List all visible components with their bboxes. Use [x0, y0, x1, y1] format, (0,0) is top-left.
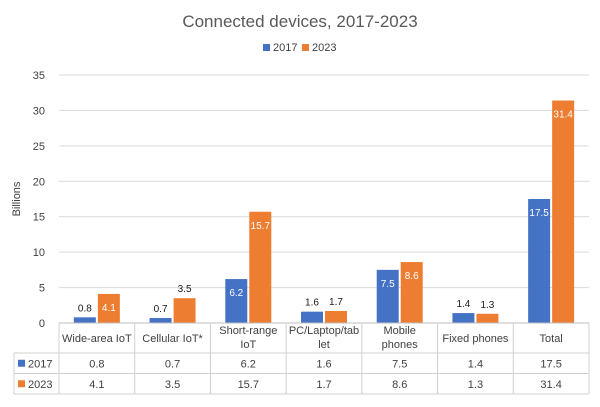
data-label-2023-4: 8.6 — [405, 271, 419, 282]
bar-2017-2 — [225, 279, 248, 323]
y-tick-label: 30 — [33, 105, 45, 117]
data-label-2017-2: 6.2 — [229, 288, 243, 299]
bar-2023-4 — [400, 262, 423, 323]
table-cell: 4.1 — [89, 379, 104, 391]
data-label-2023-0: 4.1 — [102, 303, 116, 314]
data-label-2017-0: 0.8 — [78, 303, 92, 314]
bar-2023-0 — [97, 293, 120, 323]
y-tick-label: 25 — [33, 141, 45, 153]
bar-2017-0 — [73, 317, 96, 323]
data-label-2023-6: 31.4 — [553, 110, 573, 121]
legend-label-2023: 2023 — [312, 42, 336, 54]
data-label-2023-2: 15.7 — [251, 221, 271, 232]
data-label-2023-3: 1.7 — [329, 297, 343, 308]
bar-2017-6 — [528, 199, 551, 323]
y-tick-label: 10 — [33, 247, 45, 259]
table-series-label-2017: 2017 — [28, 358, 52, 370]
category-label-5: Fixed phones — [442, 333, 509, 345]
category-label-2: IoT — [240, 339, 256, 351]
data-label-2023-5: 1.3 — [480, 300, 494, 311]
category-label-3: PC/Laptop/tab — [289, 325, 359, 337]
y-axis-label: Billions — [11, 181, 23, 216]
bar-2023-3 — [325, 310, 347, 323]
legend: 2017 2023 — [263, 42, 336, 54]
data-label-2023-1: 3.5 — [178, 284, 192, 295]
table-cell: 1.6 — [316, 358, 331, 370]
table-cell: 17.5 — [540, 358, 561, 370]
table-legend-key-2017 — [18, 359, 25, 367]
bar-2017-3 — [301, 311, 323, 323]
table-legend-key-2023 — [18, 380, 25, 388]
table-cell: 3.5 — [165, 379, 180, 391]
data-label-2017-4: 7.5 — [381, 279, 395, 290]
table-cell: 1.7 — [316, 379, 331, 391]
chart-title: Connected devices, 2017-2023 — [182, 12, 417, 31]
bar-2023-5 — [476, 313, 499, 323]
data-label-2017-1: 0.7 — [154, 304, 168, 315]
bar-2017-4 — [376, 269, 399, 323]
table-cell: 31.4 — [540, 379, 561, 391]
gridlines — [59, 74, 589, 324]
table-cell: 0.7 — [165, 358, 180, 370]
y-tick-label: 5 — [39, 283, 45, 295]
y-axis-ticks: 0 5 10 15 20 25 30 35 — [33, 70, 45, 330]
bar-2023-6 — [552, 100, 575, 323]
bar-2017-5 — [452, 313, 475, 323]
legend-swatch-2023 — [302, 44, 309, 51]
bar-2023-2 — [249, 211, 272, 323]
table-series-label-2023: 2023 — [28, 379, 52, 391]
legend-label-2017: 2017 — [273, 42, 297, 54]
category-label-4: Mobile — [384, 325, 416, 337]
bar-2017-1 — [149, 318, 172, 323]
table-cell: 7.5 — [392, 358, 407, 370]
y-tick-label: 20 — [33, 176, 45, 188]
data-label-2017-6: 17.5 — [529, 208, 549, 219]
data-label-2017-5: 1.4 — [456, 299, 470, 310]
bar-2023-1 — [173, 298, 196, 323]
y-tick-label: 0 — [39, 318, 45, 330]
y-tick-label: 15 — [33, 212, 45, 224]
category-label-0: Wide-area IoT — [62, 333, 132, 345]
data-table: Wide-area IoT Cellular IoT* Short-range IoT… — [13, 322, 590, 395]
table-cell: 6.2 — [241, 358, 256, 370]
category-label-6: Total — [540, 333, 563, 345]
legend-swatch-2017 — [263, 44, 270, 51]
y-tick-label: 35 — [33, 70, 45, 82]
category-label-4: phones — [382, 339, 419, 351]
table-cell: 1.3 — [468, 379, 483, 391]
table-cell: 0.8 — [89, 358, 104, 370]
table-cell: 8.6 — [392, 379, 407, 391]
category-label-3: let — [318, 339, 330, 351]
category-label-2: Short-range — [219, 325, 277, 337]
bars: 0.8 4.1 0.7 3.5 6.2 15.7 1.6 1.7 7.5 8.6 1.4 1.3 17.… — [73, 100, 575, 323]
data-label-2017-3: 1.6 — [305, 298, 319, 309]
table-cell: 1.4 — [468, 358, 483, 370]
table-cell: 15.7 — [238, 379, 259, 391]
category-label-1: Cellular IoT* — [142, 333, 203, 345]
